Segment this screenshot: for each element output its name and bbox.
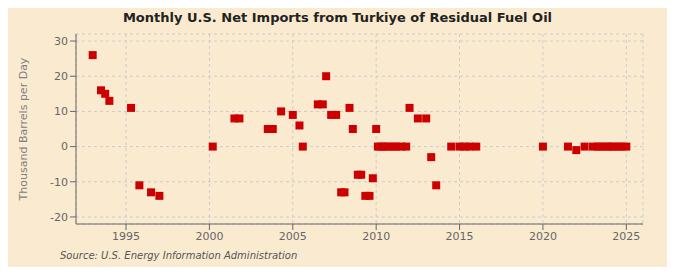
svg-text:-10: -10 — [50, 176, 68, 189]
svg-text:10: 10 — [54, 105, 68, 118]
svg-text:2000: 2000 — [195, 230, 223, 243]
svg-text:-20: -20 — [50, 211, 68, 224]
html-text:Source: U.S. Energy Informatio: Source: U.S. Energy Information Administ… — [60, 250, 298, 261]
svg-text:2020: 2020 — [529, 230, 557, 243]
svg-text:0: 0 — [61, 140, 68, 153]
svg-text:Thousand Barrels per Day: Thousand Barrels per Day — [17, 57, 30, 201]
svg-text:2005: 2005 — [279, 230, 307, 243]
svg-text:2015: 2015 — [446, 230, 474, 243]
svg-text:2010: 2010 — [362, 230, 390, 243]
svg-text:20: 20 — [54, 70, 68, 83]
svg-text:1995: 1995 — [112, 230, 140, 243]
svg-text:30: 30 — [54, 35, 68, 48]
svg-text:2025: 2025 — [612, 230, 640, 243]
html-text:Monthly U.S. Net Imports from: Monthly U.S. Net Imports from Turkiye of… — [122, 10, 552, 25]
